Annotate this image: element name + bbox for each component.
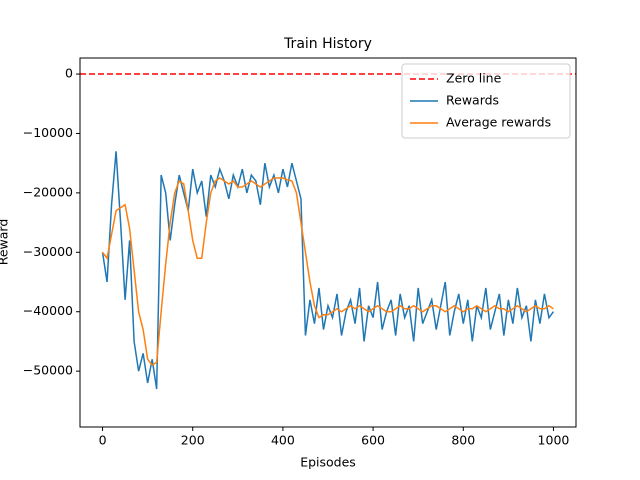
legend-box xyxy=(401,63,571,139)
x-tick-label: 1000 xyxy=(538,433,570,448)
y-tick-label: −20000 xyxy=(23,184,73,199)
y-tick-label: −40000 xyxy=(23,303,73,318)
y-tick-label: −10000 xyxy=(23,125,73,140)
legend-label: Zero line xyxy=(446,71,502,86)
x-tick-label: 400 xyxy=(271,433,295,448)
x-axis-label: Episodes xyxy=(300,455,356,470)
y-axis-label: Reward xyxy=(0,219,11,266)
x-tick-label: 200 xyxy=(181,433,205,448)
data-line xyxy=(101,151,555,390)
x-tick-label: 600 xyxy=(361,433,385,448)
legend-label: Average rewards xyxy=(446,115,551,130)
chart-title: Train History xyxy=(283,36,372,52)
y-tick-label: 0 xyxy=(65,66,73,81)
data-line xyxy=(101,177,554,367)
plot-frame xyxy=(79,57,577,428)
x-tick-label: 0 xyxy=(99,433,107,448)
legend: Zero line Rewards Average rewards xyxy=(401,63,571,139)
y-tick-label: −30000 xyxy=(23,244,73,259)
legend-label: Rewards xyxy=(446,93,499,108)
x-tick-label: 800 xyxy=(451,433,475,448)
y-tick-label: −50000 xyxy=(23,363,73,378)
